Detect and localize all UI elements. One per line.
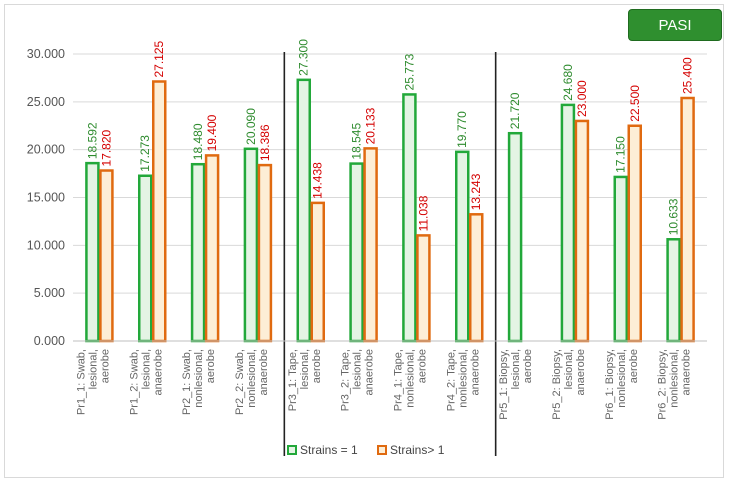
bar-strains-1: [613, 175, 628, 343]
bar-strains-1: [85, 161, 100, 343]
x-category-label: nonlesional,: [246, 349, 258, 408]
x-category-label: lesional,: [510, 349, 522, 389]
x-category-label: Pr4_2: Tape,: [445, 349, 457, 411]
data-label: 23.000: [575, 80, 589, 117]
data-label: 13.243: [469, 173, 483, 210]
x-category-label: aerobe: [522, 349, 534, 383]
bar-strains-gt1: [99, 169, 114, 343]
bar-strains-gt1: [257, 163, 273, 343]
x-category-label: aerobe: [416, 349, 428, 383]
x-category-label: lesional,: [140, 349, 152, 389]
x-category-label: aerobe: [311, 349, 323, 383]
bar-strains-gt1: [363, 147, 378, 343]
bar-strains-1: [402, 93, 417, 343]
x-category-label: Pr5_2: Biopsy,: [551, 349, 563, 420]
bar-strains-gt1: [310, 201, 325, 343]
bar-strains-1: [138, 174, 153, 343]
x-category-label: aerobe: [205, 349, 217, 383]
x-category-label: aerobe: [628, 349, 640, 383]
data-label: 17.150: [614, 136, 628, 173]
x-category-label: nonlesional,: [616, 349, 628, 408]
x-category-label: Pr6_1: Biopsy,: [604, 349, 616, 420]
x-category-label: anaerobe: [152, 349, 164, 396]
data-label: 20.090: [244, 108, 258, 145]
data-label: 18.592: [85, 122, 99, 159]
x-category-label: Pr1_2: Swab,: [128, 349, 140, 415]
bar-strains-gt1: [627, 124, 642, 343]
legend-swatch: [377, 445, 387, 455]
bar-strains-1: [296, 78, 311, 343]
bar-strains-1: [455, 150, 470, 343]
x-category-label: nonlesional,: [669, 349, 681, 408]
data-label: 18.545: [350, 123, 364, 160]
data-label: 14.438: [311, 162, 325, 199]
data-label: 25.400: [681, 57, 695, 94]
data-label: 17.273: [138, 135, 152, 172]
y-tick-label: 15.000: [27, 191, 65, 205]
data-label: 21.720: [508, 92, 522, 129]
x-category-label: Pr4_1: Tape,: [392, 349, 404, 411]
x-category-label: aerobe: [99, 349, 111, 383]
x-category-label: anaerobe: [575, 349, 587, 396]
x-category-label: nonlesional,: [404, 349, 416, 408]
legend-label: Strains> 1: [390, 443, 445, 457]
x-category-label: nonlesional,: [193, 349, 205, 408]
data-label: 18.480: [191, 123, 205, 160]
x-category-label: Pr2_1: Swab,: [181, 349, 193, 415]
y-tick-label: 20.000: [27, 143, 65, 157]
x-category-label: lesional,: [352, 349, 364, 389]
bar-strains-1: [507, 131, 523, 343]
x-category-label: anaerobe: [364, 349, 376, 396]
x-category-label: anaerobe: [681, 349, 693, 396]
x-category-label: lesional,: [563, 349, 575, 389]
data-label: 10.633: [667, 198, 681, 235]
bar-strains-gt1: [416, 234, 431, 343]
x-category-label: lesional,: [299, 349, 311, 389]
bar-strains-gt1: [680, 96, 695, 343]
data-label: 17.820: [99, 129, 113, 166]
x-category-label: Pr2_2: Swab,: [234, 349, 246, 415]
x-category-label: Pr1_1: Swab,: [75, 349, 87, 415]
data-label: 27.300: [297, 39, 311, 76]
bar-strains-gt1: [574, 119, 590, 343]
bar-strains-1: [190, 162, 206, 343]
bar-strains-1: [243, 147, 259, 343]
legend-label: Strains = 1: [300, 443, 358, 457]
x-category-label: Pr5_1: Biopsy,: [498, 349, 510, 420]
x-category-label: lesional,: [87, 349, 99, 389]
y-tick-label: 25.000: [27, 95, 65, 109]
pasi-badge: PASI: [628, 9, 722, 41]
x-category-label: anaerobe: [258, 349, 270, 396]
x-category-label: Pr6_2: Biopsy,: [657, 349, 669, 420]
data-label: 24.680: [561, 64, 575, 101]
bar-strains-1: [560, 103, 576, 343]
x-category-label: Pr3_1: Tape,: [287, 349, 299, 411]
bar-strains-gt1: [204, 154, 220, 343]
bar-strains-gt1: [469, 213, 484, 343]
y-tick-label: 30.000: [27, 47, 65, 61]
x-category-label: Pr3_2: Tape,: [340, 349, 352, 411]
data-label: 11.038: [416, 195, 430, 231]
bar-strains-1: [349, 162, 364, 343]
y-tick-label: 0.000: [34, 334, 65, 348]
data-label: 25.773: [402, 53, 416, 90]
bar-strains-gt1: [152, 80, 167, 343]
data-label: 22.500: [628, 85, 642, 122]
data-label: 27.125: [152, 40, 166, 77]
data-label: 18.386: [258, 124, 272, 161]
x-category-label: anaerobe: [469, 349, 481, 396]
y-tick-label: 5.000: [34, 286, 65, 300]
y-tick-label: 10.000: [27, 238, 65, 252]
x-category-label: nonlesional,: [457, 349, 469, 408]
data-label: 19.770: [455, 111, 469, 148]
legend-swatch: [287, 445, 297, 455]
bar-strains-1: [666, 238, 681, 343]
data-label: 19.400: [205, 114, 219, 151]
data-label: 20.133: [364, 107, 378, 144]
